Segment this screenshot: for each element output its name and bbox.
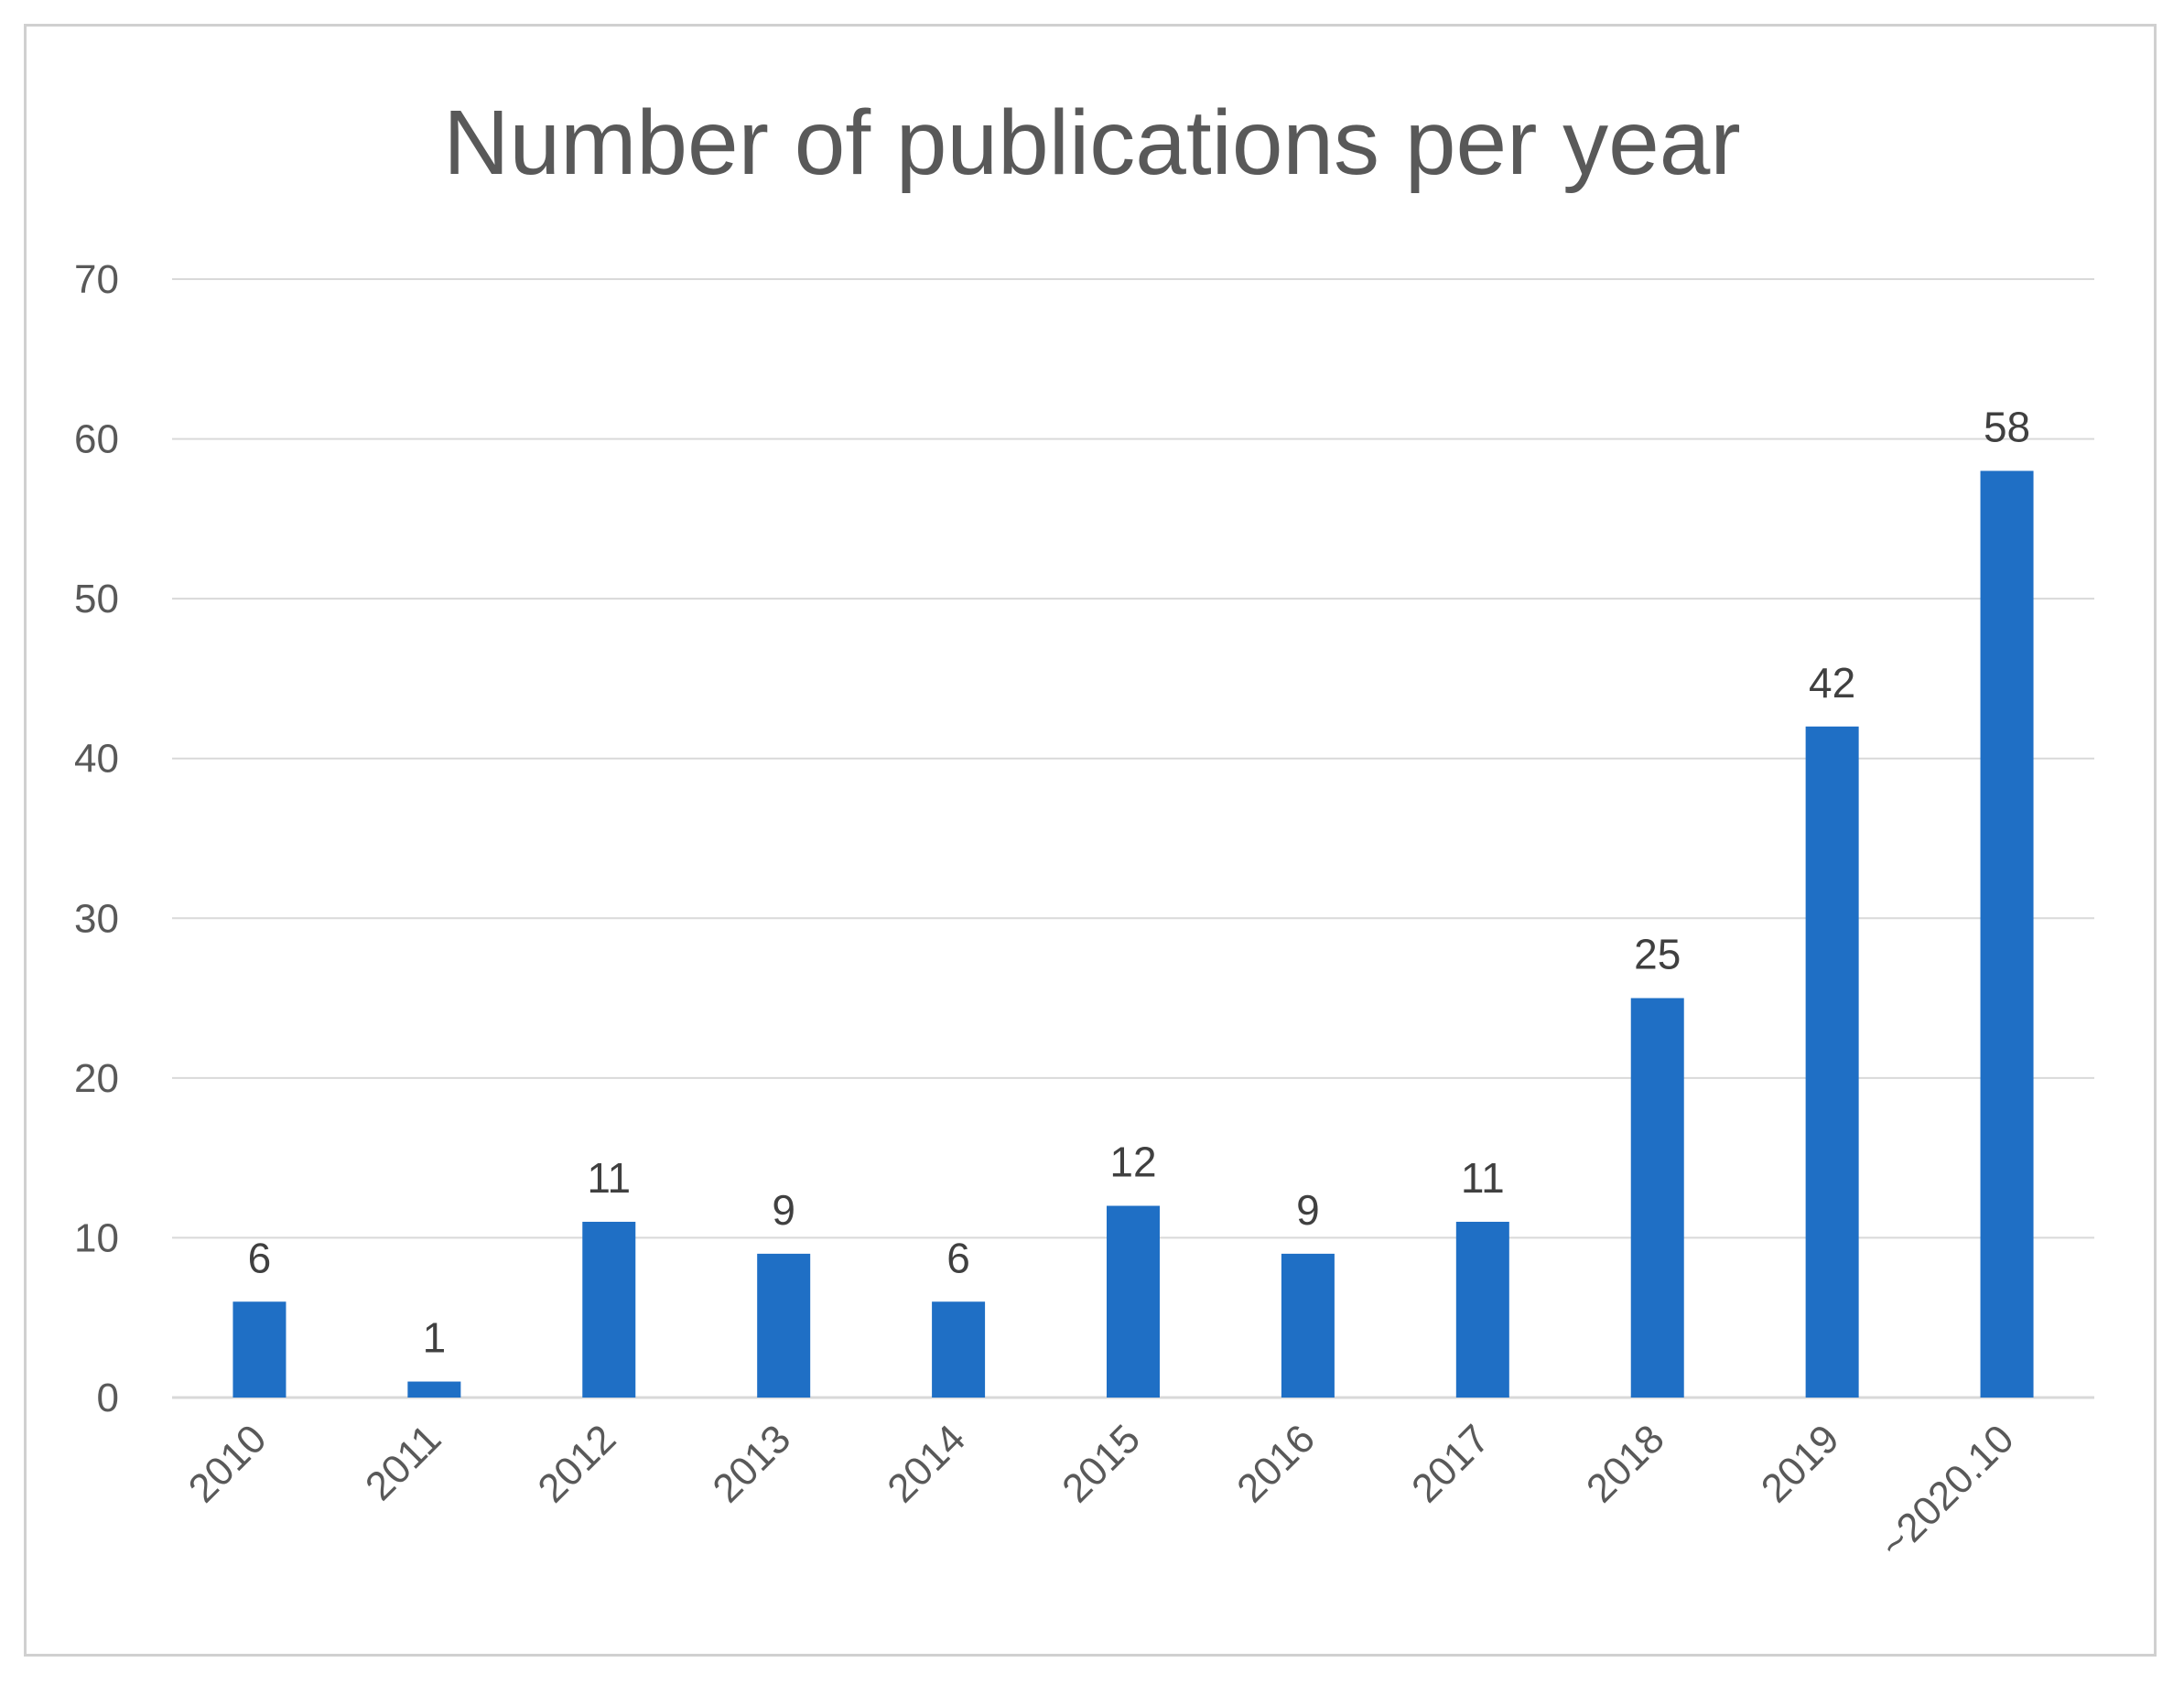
y-axis-tick-labels: 0 10 20 30 40 50 60 70 [74, 257, 119, 1420]
bar [1805, 726, 1859, 1398]
gridlines [172, 278, 2094, 1399]
x-tick-label: ~2020.10 [1871, 1416, 2022, 1567]
bar [582, 1221, 636, 1398]
x-tick-label: 2011 [357, 1416, 450, 1509]
bar [1630, 998, 1684, 1398]
bar [1107, 1205, 1160, 1398]
y-tick-label: 50 [74, 577, 119, 621]
x-tick-label: 2010 [180, 1416, 276, 1511]
y-tick-label: 0 [97, 1376, 119, 1420]
data-label: 6 [946, 1234, 970, 1281]
data-label: 42 [1809, 659, 1855, 707]
y-tick-label: 60 [74, 417, 119, 462]
y-tick-label: 20 [74, 1056, 119, 1101]
x-tick-label: 2016 [1228, 1416, 1324, 1511]
data-label: 11 [587, 1154, 631, 1202]
x-tick-label: 2014 [879, 1416, 974, 1511]
y-tick-label: 30 [74, 896, 119, 941]
x-tick-label: 2017 [1403, 1416, 1498, 1511]
data-label: 9 [772, 1186, 795, 1234]
x-axis-tick-labels: 2010 2011 2012 2013 2014 2015 2016 2017 2018 2019… [180, 1416, 2023, 1567]
bar [1980, 470, 2034, 1398]
data-label: 9 [1296, 1186, 1320, 1234]
x-tick-label: 2013 [704, 1416, 799, 1511]
x-tick-label: 2018 [1578, 1416, 1673, 1511]
y-tick-label: 40 [74, 737, 119, 782]
bar [232, 1301, 287, 1398]
bar [757, 1253, 811, 1398]
bar [407, 1381, 461, 1398]
bar [1455, 1221, 1509, 1398]
x-tick-label: 2019 [1753, 1416, 1848, 1511]
chart-title: Number of publications per year [443, 92, 1740, 194]
chart-frame [24, 24, 2157, 1657]
data-label: 25 [1634, 931, 1681, 978]
y-tick-label: 10 [74, 1215, 119, 1260]
bar [1281, 1253, 1335, 1398]
x-tick-label: 2015 [1054, 1416, 1149, 1511]
data-label: 12 [1109, 1139, 1156, 1186]
bars [232, 470, 2034, 1398]
data-label: 6 [248, 1234, 272, 1281]
data-label: 1 [423, 1314, 447, 1362]
data-label: 58 [1984, 403, 2030, 450]
y-tick-label: 70 [74, 257, 119, 302]
bar [932, 1301, 986, 1398]
x-tick-label: 2012 [529, 1416, 624, 1511]
data-label: 11 [1461, 1154, 1505, 1202]
